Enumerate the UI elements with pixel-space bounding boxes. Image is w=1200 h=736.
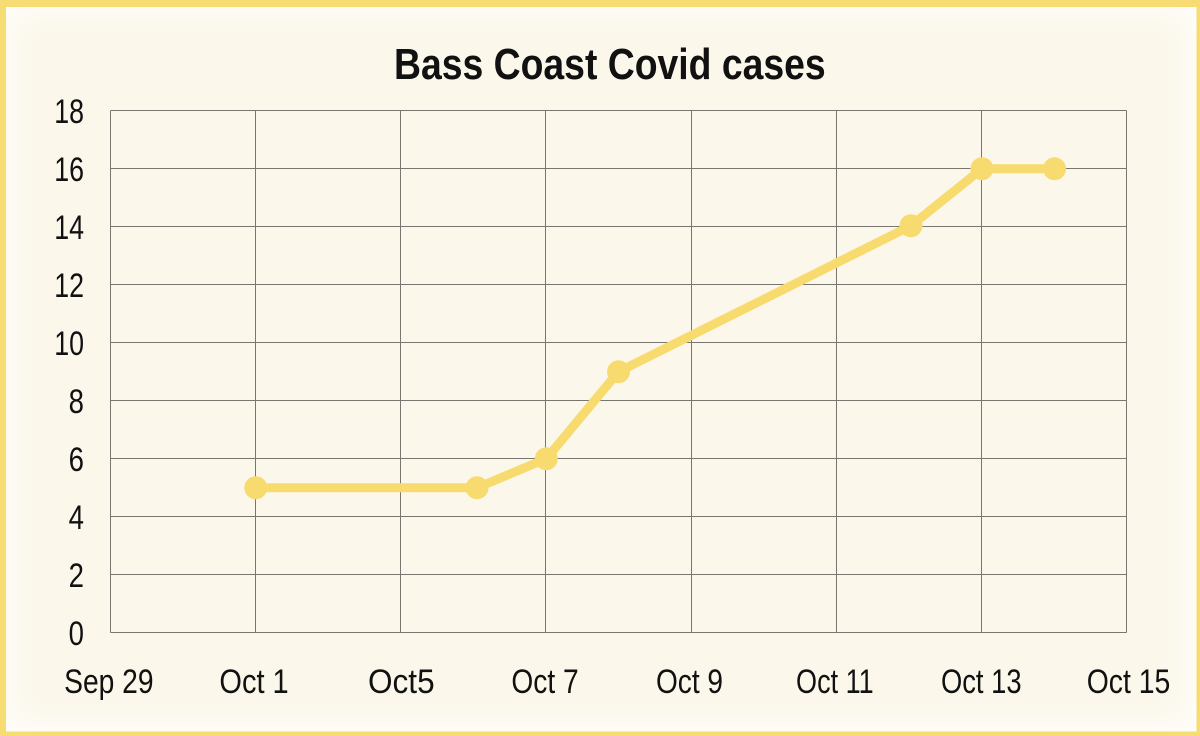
- svg-text:6: 6: [69, 440, 84, 478]
- svg-text:10: 10: [54, 325, 84, 363]
- svg-text:12: 12: [54, 267, 84, 305]
- svg-text:Oct 15: Oct 15: [1087, 663, 1171, 701]
- svg-text:Sep 29: Sep 29: [64, 663, 153, 701]
- svg-text:2: 2: [69, 556, 84, 594]
- svg-text:Oct 1: Oct 1: [219, 662, 288, 701]
- svg-text:Oct 7: Oct 7: [511, 663, 578, 701]
- svg-text:14: 14: [54, 209, 84, 247]
- svg-text:Oct5: Oct5: [368, 662, 435, 700]
- svg-text:8: 8: [69, 382, 84, 420]
- svg-text:Bass Coast Covid cases: Bass Coast Covid cases: [394, 39, 826, 89]
- svg-text:Oct 13: Oct 13: [941, 662, 1022, 701]
- svg-text:4: 4: [69, 498, 84, 536]
- svg-text:Oct 11: Oct 11: [796, 662, 874, 701]
- svg-text:16: 16: [54, 151, 84, 189]
- svg-text:0: 0: [69, 614, 84, 652]
- svg-text:18: 18: [54, 93, 84, 131]
- svg-text:Oct 9: Oct 9: [656, 662, 723, 700]
